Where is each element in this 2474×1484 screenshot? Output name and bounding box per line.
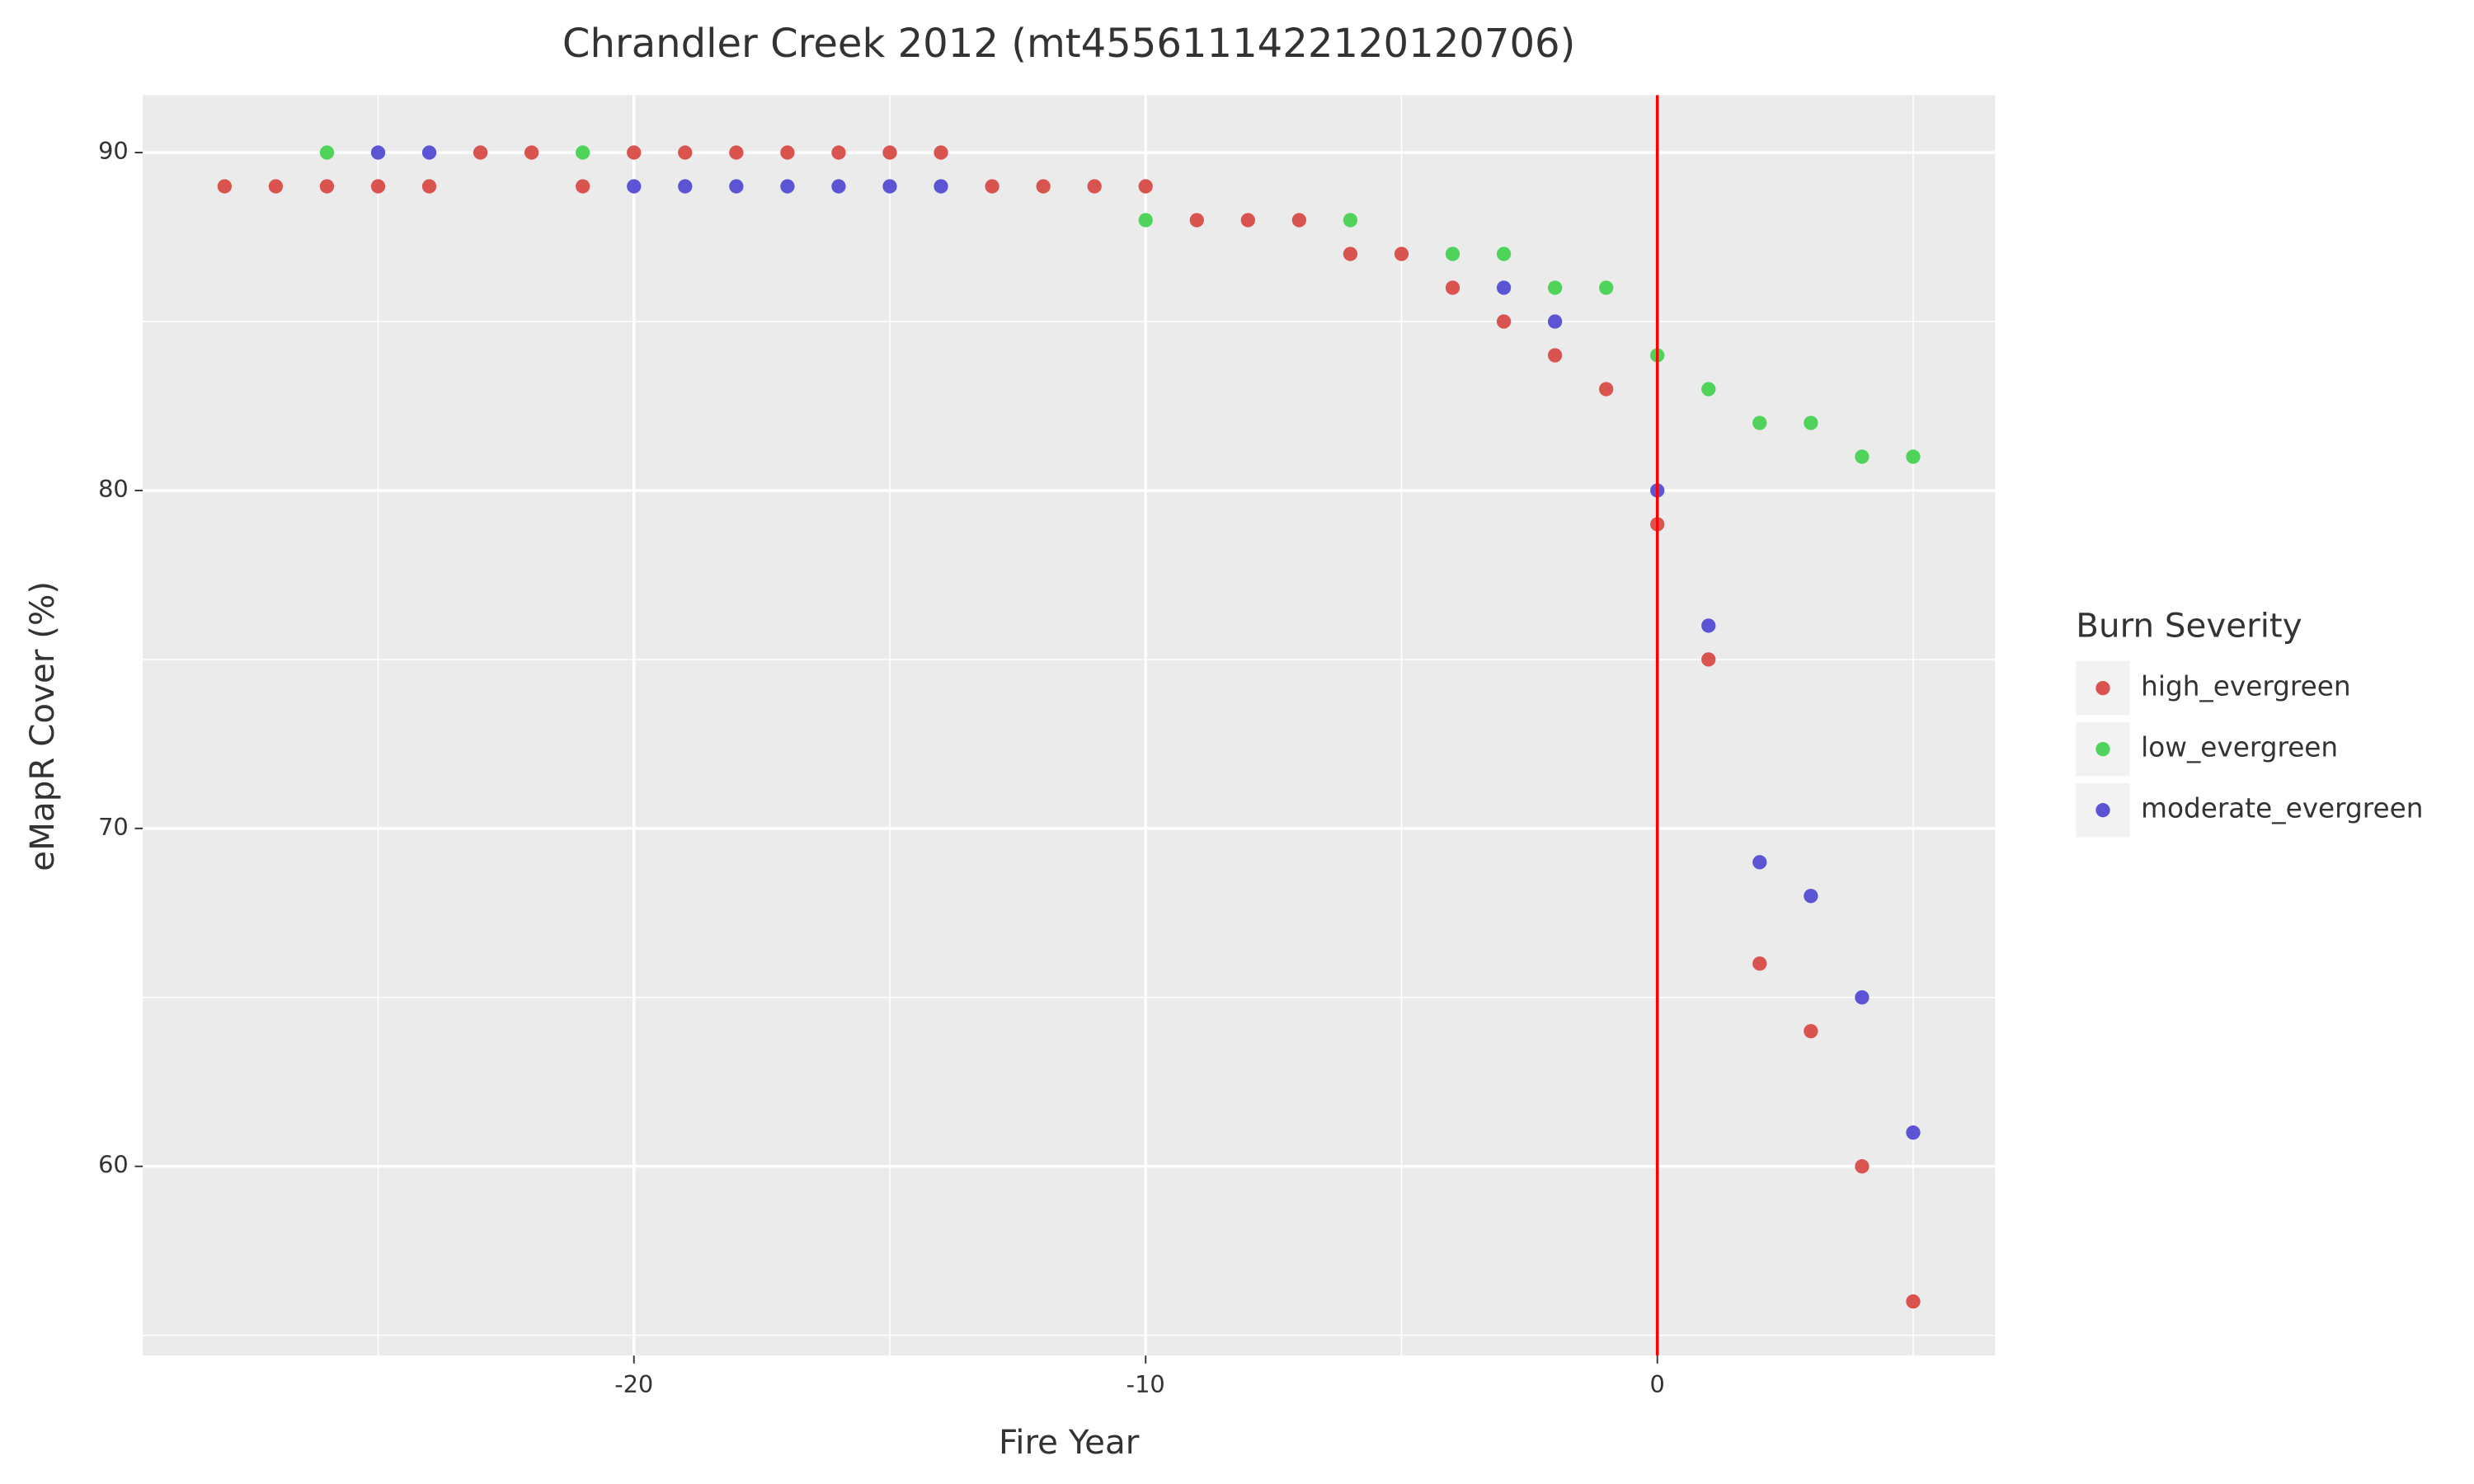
point [1138,179,1153,194]
point [831,179,846,194]
point [421,145,437,160]
legend-marker [2095,803,2110,818]
point [1855,449,1870,464]
point [1343,247,1358,261]
point [1701,618,1716,633]
point [1906,1125,1921,1140]
point [1445,247,1460,261]
point [473,145,488,160]
point [1855,990,1870,1005]
y-tick-label: 70 [98,813,129,841]
point [268,179,284,194]
point [729,179,744,194]
point [985,179,999,194]
point [1189,213,1204,228]
point [780,145,795,160]
point [1138,213,1153,228]
point [1087,179,1102,194]
point [729,145,744,160]
point [1599,280,1614,295]
x-axis-label: Fire Year [999,1423,1140,1462]
y-tick-label: 80 [98,475,129,503]
y-axis-label: eMapR Cover (%) [23,581,62,871]
point [319,179,335,194]
point [780,179,795,194]
point [1752,855,1767,870]
point [1496,280,1512,295]
point [1906,449,1921,464]
point [1496,247,1512,261]
legend-marker [2095,680,2110,696]
point [1752,956,1767,971]
legend-marker [2095,742,2110,757]
point [1855,1159,1870,1174]
point [1547,348,1563,363]
x-tick-label: -10 [1126,1370,1165,1398]
plot-panel [143,95,1996,1356]
point [576,145,590,160]
point [370,179,386,194]
legend-label: moderate_evergreen [2141,793,2423,824]
point [1547,314,1563,329]
point [882,179,897,194]
point [678,179,693,194]
point [319,145,335,160]
point [524,145,539,160]
point [627,145,642,160]
point [934,179,948,194]
legend-label: low_evergreen [2141,732,2338,763]
point [1240,213,1255,228]
point [882,145,897,160]
point [576,179,590,194]
legend-label: high_evergreen [2141,671,2350,702]
point [831,145,846,160]
y-tick-label: 60 [98,1151,129,1179]
y-tick-label: 90 [98,137,129,165]
point [678,145,693,160]
x-tick-label: 0 [1650,1370,1665,1398]
point [627,179,642,194]
point [1445,280,1460,295]
point [1343,213,1358,228]
point [1599,382,1614,397]
point [370,145,386,160]
point [1701,652,1716,667]
chart-title: Chrandler Creek 2012 (mt4556111422120120… [562,21,1575,67]
point [1036,179,1051,194]
point [934,145,948,160]
point [1394,247,1409,261]
point [1701,382,1716,397]
legend-title: Burn Severity [2076,607,2302,646]
point [1752,416,1767,430]
point [1547,280,1563,295]
point [1906,1294,1921,1309]
x-tick-label: -20 [614,1370,653,1398]
point [1804,889,1818,904]
point [1804,1024,1818,1039]
point [1804,416,1818,430]
point [1291,213,1307,228]
point [217,179,233,194]
point [421,179,437,194]
point [1496,314,1512,329]
